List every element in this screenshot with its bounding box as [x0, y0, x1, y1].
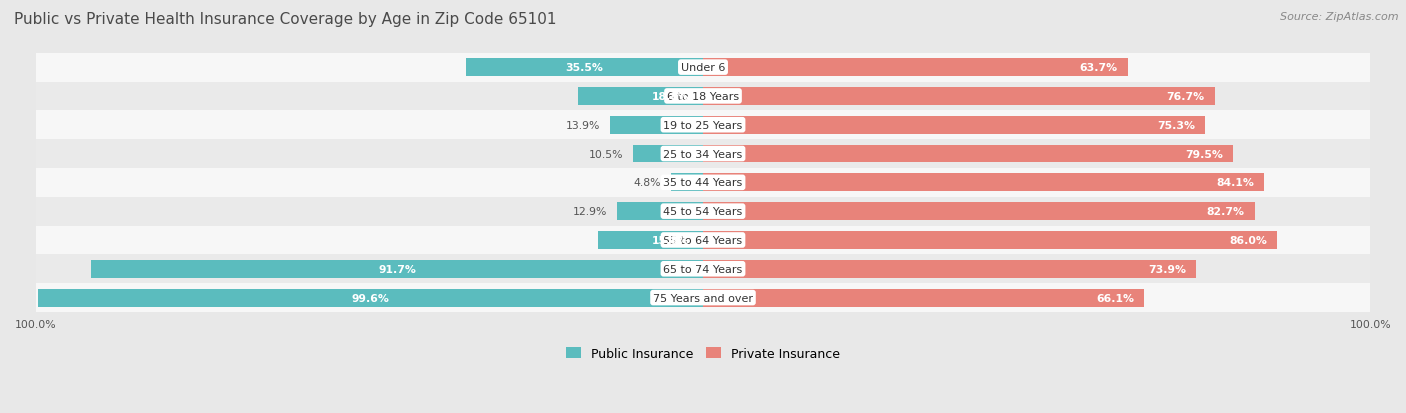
- Text: 73.9%: 73.9%: [1149, 264, 1187, 274]
- Bar: [703, 260, 1197, 278]
- Text: 12.9%: 12.9%: [572, 206, 607, 217]
- Bar: [671, 174, 703, 192]
- Text: 84.1%: 84.1%: [1216, 178, 1254, 188]
- Bar: [703, 88, 1215, 106]
- Text: 99.6%: 99.6%: [352, 293, 389, 303]
- Text: 18.8%: 18.8%: [652, 92, 690, 102]
- Text: Under 6: Under 6: [681, 63, 725, 73]
- Text: 82.7%: 82.7%: [1206, 206, 1244, 217]
- Bar: [703, 145, 1233, 163]
- Bar: [35, 283, 1371, 312]
- Text: Public vs Private Health Insurance Coverage by Age in Zip Code 65101: Public vs Private Health Insurance Cover…: [14, 12, 557, 27]
- Text: 10.5%: 10.5%: [589, 149, 623, 159]
- Text: 66.1%: 66.1%: [1097, 293, 1135, 303]
- Text: 75 Years and over: 75 Years and over: [652, 293, 754, 303]
- Text: 86.0%: 86.0%: [1229, 235, 1267, 245]
- Bar: [35, 197, 1371, 226]
- Bar: [703, 59, 1128, 77]
- Bar: [703, 174, 1264, 192]
- Bar: [35, 54, 1371, 82]
- Bar: [35, 111, 1371, 140]
- Bar: [633, 145, 703, 163]
- Text: 63.7%: 63.7%: [1080, 63, 1118, 73]
- Bar: [578, 88, 703, 106]
- Bar: [35, 255, 1371, 283]
- Text: 35 to 44 Years: 35 to 44 Years: [664, 178, 742, 188]
- Bar: [35, 169, 1371, 197]
- Bar: [703, 231, 1277, 249]
- Text: 6 to 18 Years: 6 to 18 Years: [666, 92, 740, 102]
- Text: 91.7%: 91.7%: [378, 264, 416, 274]
- Bar: [703, 289, 1144, 307]
- Bar: [38, 289, 703, 307]
- Legend: Public Insurance, Private Insurance: Public Insurance, Private Insurance: [561, 342, 845, 365]
- Text: 45 to 54 Years: 45 to 54 Years: [664, 206, 742, 217]
- Text: 25 to 34 Years: 25 to 34 Years: [664, 149, 742, 159]
- Bar: [598, 231, 703, 249]
- Bar: [35, 226, 1371, 255]
- Text: 65 to 74 Years: 65 to 74 Years: [664, 264, 742, 274]
- Text: 79.5%: 79.5%: [1185, 149, 1223, 159]
- Bar: [610, 116, 703, 134]
- Text: 35.5%: 35.5%: [565, 63, 603, 73]
- Text: 55 to 64 Years: 55 to 64 Years: [664, 235, 742, 245]
- Bar: [35, 82, 1371, 111]
- Text: 15.8%: 15.8%: [652, 235, 690, 245]
- Bar: [35, 140, 1371, 169]
- Bar: [617, 203, 703, 221]
- Bar: [703, 116, 1205, 134]
- Bar: [703, 203, 1254, 221]
- Text: 4.8%: 4.8%: [634, 178, 661, 188]
- Text: 75.3%: 75.3%: [1157, 121, 1195, 131]
- Bar: [91, 260, 703, 278]
- Text: 19 to 25 Years: 19 to 25 Years: [664, 121, 742, 131]
- Text: 13.9%: 13.9%: [565, 121, 600, 131]
- Bar: [467, 59, 703, 77]
- Text: 76.7%: 76.7%: [1167, 92, 1205, 102]
- Text: Source: ZipAtlas.com: Source: ZipAtlas.com: [1281, 12, 1399, 22]
